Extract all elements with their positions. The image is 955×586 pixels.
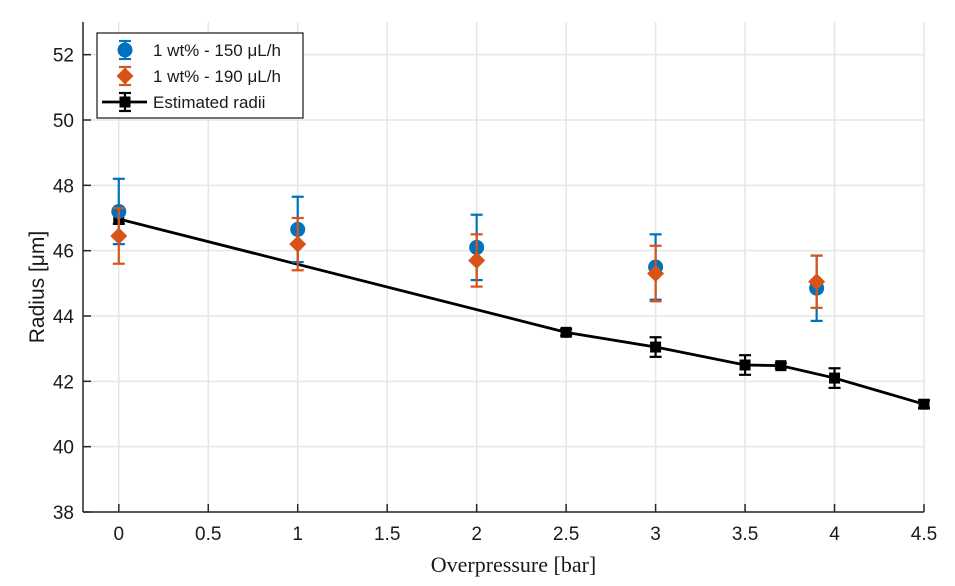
data-point	[739, 359, 751, 371]
legend: 1 wt% - 150 μL/h 1 wt% - 190 μL/h Estimate…	[96, 32, 304, 119]
series-square	[112, 212, 930, 410]
y-tick-label: 38	[53, 503, 74, 524]
x-tick-label: 0.5	[195, 524, 221, 545]
series-line	[118, 217, 925, 406]
x-tick-label: 3	[650, 524, 661, 545]
data-point	[829, 372, 841, 384]
x-tick-label: 3.5	[732, 524, 758, 545]
data-point	[775, 360, 787, 372]
axes: 0 0.5 1 1.5 2 2.5 3 3.5 4 4.5 38 40 42 44 46 48 50 52	[53, 22, 937, 545]
legend-entry: 1 wt% - 150 μL/h	[117, 39, 281, 61]
y-tick-label: 46	[53, 242, 74, 263]
series-layer	[110, 177, 930, 410]
legend-marker-icon	[116, 67, 134, 85]
data-point	[289, 235, 307, 253]
y-tick-label: 44	[53, 307, 75, 328]
data-point	[468, 251, 486, 269]
y-tick-label: 48	[53, 176, 74, 197]
x-tick-label: 4	[829, 524, 840, 545]
x-tick-label: 2	[471, 524, 482, 545]
legend-entry: 1 wt% - 190 μL/h	[116, 65, 281, 87]
x-axis-label: Overpressure [bar]	[431, 552, 597, 577]
y-tick-label: 50	[53, 111, 74, 132]
y-tick-label: 52	[53, 46, 74, 67]
series-circle	[111, 177, 825, 322]
legend-label: 1 wt% - 150 μL/h	[153, 41, 281, 60]
legend-label: 1 wt% - 190 μL/h	[153, 67, 281, 86]
data-point	[647, 265, 665, 283]
data-point	[808, 273, 826, 291]
y-axis-label: Radius [μm]	[26, 231, 49, 343]
legend-entry: Estimated radii	[102, 91, 265, 113]
data-point	[110, 227, 128, 245]
legend-label: Estimated radii	[153, 93, 265, 112]
data-point	[650, 341, 662, 353]
data-point	[918, 398, 930, 410]
x-tick-label: 2.5	[553, 524, 579, 545]
y-tick-label: 42	[53, 372, 74, 393]
y-tick-label: 40	[53, 438, 74, 459]
legend-marker-icon	[119, 96, 131, 108]
x-tick-label: 1	[292, 524, 303, 545]
series-diamond	[110, 207, 826, 309]
x-tick-label: 0	[113, 524, 124, 545]
legend-marker-icon	[117, 42, 133, 58]
x-tick-label: 1.5	[374, 524, 400, 545]
data-point	[560, 326, 572, 338]
x-tick-label: 4.5	[911, 524, 937, 545]
